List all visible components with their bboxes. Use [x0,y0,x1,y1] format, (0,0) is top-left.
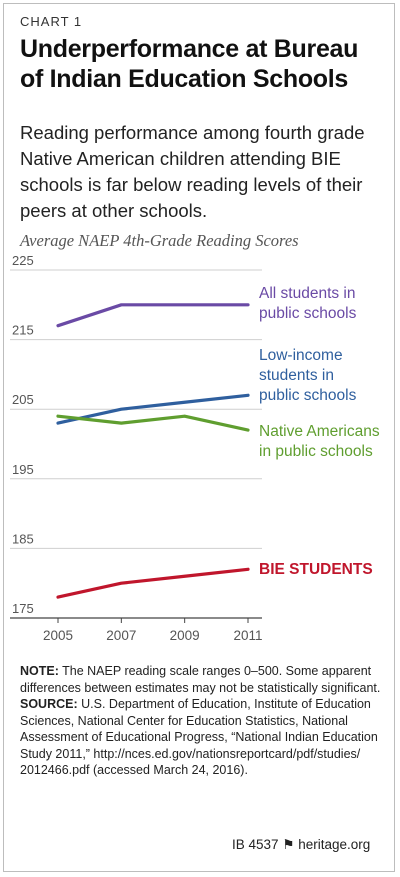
chart-frame [3,3,395,872]
subtitle-line-2: Native American children attending BIE [20,148,341,169]
footer: IB 4537 ⚑ heritage.org [232,837,370,853]
series-line-1 [56,393,250,425]
series-line-3 [56,567,250,599]
x-tick-label-2009: 2009 [170,628,200,643]
footer-id: IB 4537 [232,837,279,852]
y-tick-label-175: 175 [12,601,34,616]
y-tick-label-215: 215 [12,323,34,338]
chart-title-line-2: of Indian Education Schools [20,65,349,93]
series-label-1-line-1: students in [259,367,334,384]
x-tick-label-2007: 2007 [106,628,136,643]
chart-title: Underperformance at Bureau of Indian Edu… [20,34,380,94]
chart-title-line-1: Underperformance at Bureau [20,35,359,63]
subtitle-line-3: schools is far below reading levels of t… [20,174,363,195]
chart-number-label: CHART 1 [20,14,83,29]
series-line-2 [56,414,250,432]
series-label-1-line-0: Low-income [259,347,343,364]
source-label: SOURCE: [20,697,78,711]
series-label-3-line-0: BIE STUDENTS [259,561,373,578]
note-text: The NAEP reading scale ranges 0–500. Som… [20,664,381,695]
source-text: U.S. Department of Education, Institute … [20,697,378,777]
series-label-0-line-1: public schools [259,305,357,322]
chart-subtitle: Reading performance among fourth grade N… [20,120,385,224]
x-tick-label-2005: 2005 [43,628,73,643]
series-label-1-line-2: public schools [259,387,357,404]
y-tick-label-185: 185 [12,531,34,546]
bell-icon: ⚑ [282,837,295,852]
subtitle-line-4: peers at other schools. [20,200,208,221]
series-label-0-line-0: All students in [259,285,356,302]
note-label: NOTE: [20,664,59,678]
series-label-2-line-0: Native Americans [259,423,380,440]
y-tick-label-225: 225 [12,253,34,268]
y-tick-label-205: 205 [12,392,34,407]
notes-block: NOTE: The NAEP reading scale ranges 0–50… [20,663,385,779]
plot-heading: Average NAEP 4th-Grade Reading Scores [20,231,299,250]
note-paragraph: NOTE: The NAEP reading scale ranges 0–50… [20,663,385,696]
series-line-0 [56,303,250,328]
source-paragraph: SOURCE: U.S. Department of Education, In… [20,696,385,779]
y-tick-label-195: 195 [12,462,34,477]
line-chart: 175 185 195 205 215 225 2005 2007 2009 2011 All st… [10,253,380,643]
subtitle-line-1: Reading performance among fourth grade [20,122,365,143]
x-tick-label-2011: 2011 [233,628,262,643]
footer-site: heritage.org [298,837,371,852]
series-label-2-line-1: in public schools [259,443,373,460]
